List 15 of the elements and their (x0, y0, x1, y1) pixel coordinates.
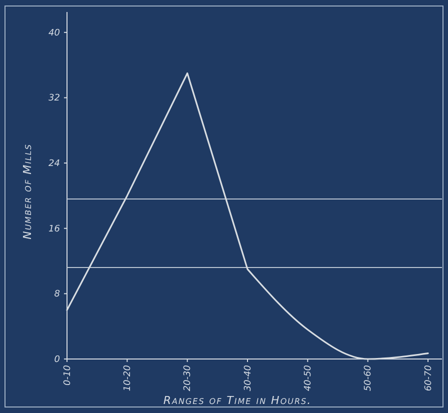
x-tick-label: 10-20 (123, 364, 134, 392)
x-axis-title: Ranges of Time in Hours. (163, 394, 312, 407)
y-axis-title: Number of Mills (21, 144, 34, 240)
y-tick-label: 16 (48, 224, 60, 234)
y-tick-label: 40 (48, 28, 60, 38)
x-tick-label: 40-50 (304, 364, 314, 392)
y-tick-label: 8 (54, 290, 60, 300)
y-tick-label: 24 (48, 158, 60, 169)
x-tick-label: 60-70 (424, 364, 434, 392)
x-tick-label: 0-10 (62, 364, 73, 386)
y-tick-label: 0 (54, 354, 60, 365)
x-tick-label: 30-40 (243, 364, 254, 392)
y-tick-label: 32 (48, 94, 60, 104)
x-tick-label: 20-30 (183, 364, 194, 392)
x-tick-label: 50-60 (364, 364, 374, 392)
